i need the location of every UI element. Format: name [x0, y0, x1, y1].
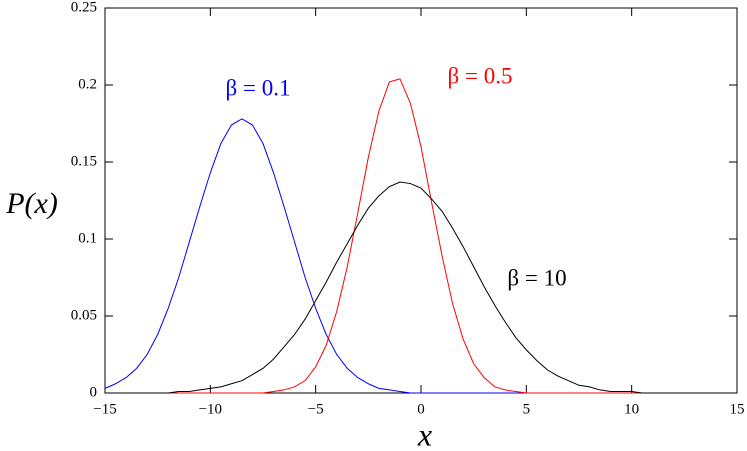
y-tick-label: 0.25 — [71, 0, 97, 15]
x-tick-label: −10 — [199, 401, 222, 417]
series-label: β = 0.5 — [448, 63, 513, 88]
y-tick-label: 0.1 — [78, 230, 97, 246]
x-tick-label: −15 — [93, 401, 116, 417]
series-line — [104, 118, 737, 394]
y-tick-label: 0 — [90, 384, 98, 400]
series-line — [105, 78, 737, 394]
x-tick-label: 10 — [624, 401, 639, 417]
x-tick-label: 5 — [523, 401, 531, 417]
y-tick-label: 0.15 — [71, 153, 97, 169]
y-tick-label: 0.05 — [71, 307, 97, 323]
y-axis-label: P(x) — [5, 187, 58, 220]
x-axis-label: x — [417, 416, 432, 451]
series-line — [105, 181, 737, 394]
x-tick-label: 15 — [730, 401, 745, 417]
series-label: β = 10 — [507, 265, 566, 290]
plot-frame — [104, 7, 738, 394]
y-tick-label: 0.2 — [78, 76, 97, 92]
x-tick-label: 0 — [417, 401, 425, 417]
series-label: β = 0.1 — [226, 75, 291, 100]
x-tick-label: −5 — [308, 401, 324, 417]
